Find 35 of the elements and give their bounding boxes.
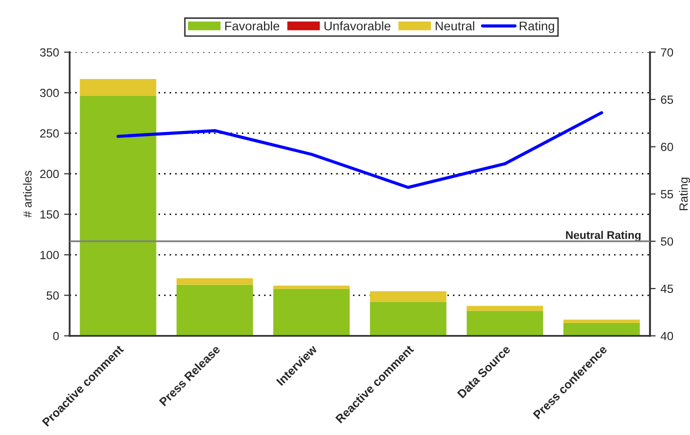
y2-tick-label: 40 [660, 332, 674, 340]
bar [563, 322, 640, 336]
legend-label: Rating [520, 21, 554, 33]
bar [466, 306, 544, 311]
y2-tick-label: 50 [660, 237, 674, 246]
line-series [116, 111, 604, 189]
y-tick-label: 200 [40, 170, 59, 178]
bar [370, 291, 446, 302]
ref-line-label: Neutral Rating [566, 230, 641, 242]
y2-axis-title: Rating [679, 178, 690, 210]
legend-label: Neutral [436, 21, 474, 30]
y-tick-label: 250 [40, 129, 59, 138]
bar [176, 284, 253, 336]
y2-tick-label: 70 [661, 48, 674, 57]
y-tick-label: 0 [53, 332, 59, 340]
bar [370, 302, 446, 336]
legend-label: Unfavorable [324, 21, 390, 30]
y2-tick-label: 45 [660, 284, 674, 293]
y-tick-label: 50 [46, 291, 59, 300]
bar [273, 286, 350, 289]
bar [466, 310, 544, 336]
y-tick-label: 150 [40, 210, 59, 219]
y-tick-label: 300 [40, 88, 59, 98]
y-tick-label: 350 [40, 48, 59, 57]
bar [80, 78, 156, 96]
y-axis-title: # articles [23, 170, 32, 218]
y2-tick-label: 60 [660, 142, 674, 152]
y2-tick-label: 55 [660, 190, 674, 198]
bar [176, 278, 253, 285]
bar [563, 320, 640, 323]
y-tick-label: 100 [40, 250, 59, 260]
legend-label: Favorable [225, 21, 280, 30]
y2-tick-label: 65 [660, 96, 674, 104]
bar [80, 96, 156, 336]
bar [273, 288, 350, 336]
